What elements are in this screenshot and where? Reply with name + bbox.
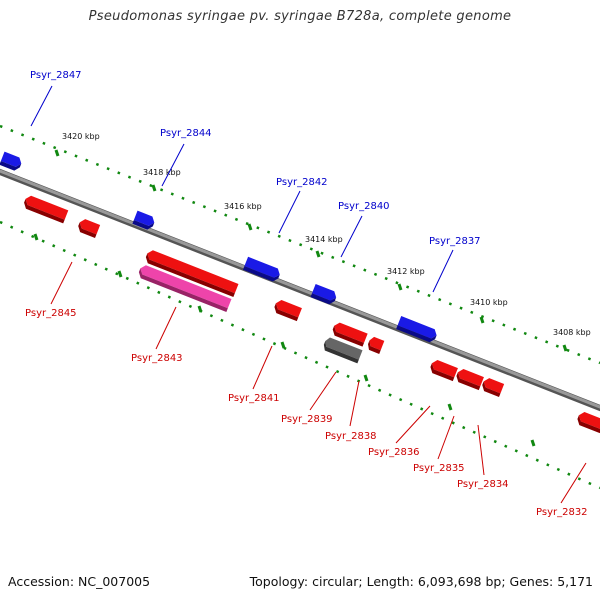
callout-line: [50, 261, 73, 305]
gene-label[interactable]: Psyr_2844: [160, 128, 212, 139]
kbp-label: 3416 kbp: [224, 202, 262, 211]
reverse-gene-labels: Psyr_2845 Psyr_2843 Psyr_2841 Psyr_2839 …: [25, 308, 588, 518]
gene-arrow-psyr-2841[interactable]: [273, 299, 302, 322]
callout-line: [161, 143, 185, 187]
callout-line: [395, 405, 431, 444]
callout-line: [340, 215, 363, 258]
gene-arrow-psyr-2834[interactable]: [480, 377, 505, 398]
forward-callouts: [30, 85, 454, 293]
major-tick: [280, 341, 286, 349]
callout-line: [560, 462, 587, 504]
gene-label[interactable]: Psyr_2832: [536, 507, 588, 518]
gene-label[interactable]: Psyr_2838: [325, 431, 377, 442]
gene-arrow-psyr-2835[interactable]: [455, 368, 484, 391]
major-tick: [151, 184, 157, 192]
gene-arrow-psyr-2845b[interactable]: [76, 218, 101, 239]
callout-line: [309, 371, 337, 411]
gene-arrow-psyr-2844[interactable]: [132, 210, 156, 231]
gene-label[interactable]: Psyr_2835: [413, 463, 465, 474]
major-tick: [117, 270, 123, 278]
callout-line: [30, 85, 53, 127]
callout-line: [437, 415, 455, 460]
upper-major-ticks: [54, 149, 568, 352]
callout-line: [252, 345, 273, 390]
callout-line: [155, 306, 177, 350]
gene-label[interactable]: Psyr_2836: [368, 447, 420, 458]
gene-label[interactable]: Psyr_2841: [228, 393, 280, 404]
forward-gene-labels: Psyr_2847 Psyr_2844 Psyr_2842 Psyr_2840 …: [30, 70, 481, 247]
major-tick: [197, 305, 203, 313]
kbp-label: 3414 kbp: [305, 235, 343, 244]
gene-arrow-psyr-2837[interactable]: [396, 316, 438, 344]
kbp-labels: 3420 kbp 3418 kbp 3416 kbp 3414 kbp 3412…: [62, 132, 591, 337]
major-tick: [363, 374, 369, 382]
gene-label[interactable]: Psyr_2842: [276, 177, 328, 188]
gene-label[interactable]: Psyr_2837: [429, 236, 481, 247]
lower-tick-track: [0, 220, 600, 490]
gene-arrow-psyr-2840[interactable]: [310, 283, 338, 306]
gene-label[interactable]: Psyr_2843: [131, 353, 183, 364]
callout-line: [278, 190, 301, 234]
gene-arrow-psyr-2838b[interactable]: [366, 336, 385, 354]
kbp-label: 3410 kbp: [470, 298, 508, 307]
callout-line: [477, 424, 485, 476]
major-tick: [562, 344, 568, 352]
upper-tick-track: [0, 124, 600, 365]
gene-label[interactable]: Psyr_2845: [25, 308, 77, 319]
major-tick: [247, 223, 253, 231]
gene-arrow-psyr-2845[interactable]: [22, 194, 69, 224]
reverse-callouts: [50, 261, 587, 504]
gene-arrow-psyr-2843a[interactable]: [144, 249, 239, 297]
kbp-label: 3420 kbp: [62, 132, 100, 141]
gene-label[interactable]: Psyr_2834: [457, 479, 509, 490]
lower-major-ticks: [33, 233, 536, 447]
kbp-label: 3418 kbp: [143, 168, 181, 177]
major-tick: [33, 233, 39, 241]
gene-arrow-psyr-2836[interactable]: [429, 359, 458, 382]
callout-line: [432, 249, 454, 293]
major-tick: [315, 250, 321, 258]
kbp-label: 3412 kbp: [387, 267, 425, 276]
gene-label[interactable]: Psyr_2839: [281, 414, 333, 425]
major-tick: [479, 316, 485, 324]
backbone-line: [0, 169, 600, 409]
gene-arrow-psyr-2832[interactable]: [576, 411, 600, 434]
gene-arrow-psyr-2838[interactable]: [331, 321, 368, 347]
upper-minor-ticks: [0, 124, 600, 365]
major-tick: [447, 403, 453, 411]
gene-arrow-psyr-2843[interactable]: [137, 264, 232, 312]
reverse-genes: [22, 194, 600, 434]
genome-title: Pseudomonas syringae pv. syringae B728a,…: [88, 9, 512, 24]
genome-backbone: [0, 168, 600, 412]
forward-genes: [0, 151, 438, 344]
kbp-label: 3408 kbp: [553, 328, 591, 337]
callout-line: [349, 380, 360, 427]
gene-arrow-psyr-2842[interactable]: [242, 256, 282, 283]
gene-label[interactable]: Psyr_2847: [30, 70, 82, 81]
major-tick: [530, 439, 536, 447]
gene-arrow-psyr-2839[interactable]: [322, 336, 363, 364]
lower-minor-ticks: [0, 220, 600, 490]
gene-label[interactable]: Psyr_2840: [338, 201, 390, 212]
accession-text: Accession: NC_007005: [8, 574, 151, 589]
gene-arrow-psyr-2847[interactable]: [0, 151, 23, 172]
major-tick: [54, 149, 60, 157]
topology-text: Topology: circular; Length: 6,093,698 bp…: [249, 574, 593, 589]
major-tick: [397, 283, 403, 291]
